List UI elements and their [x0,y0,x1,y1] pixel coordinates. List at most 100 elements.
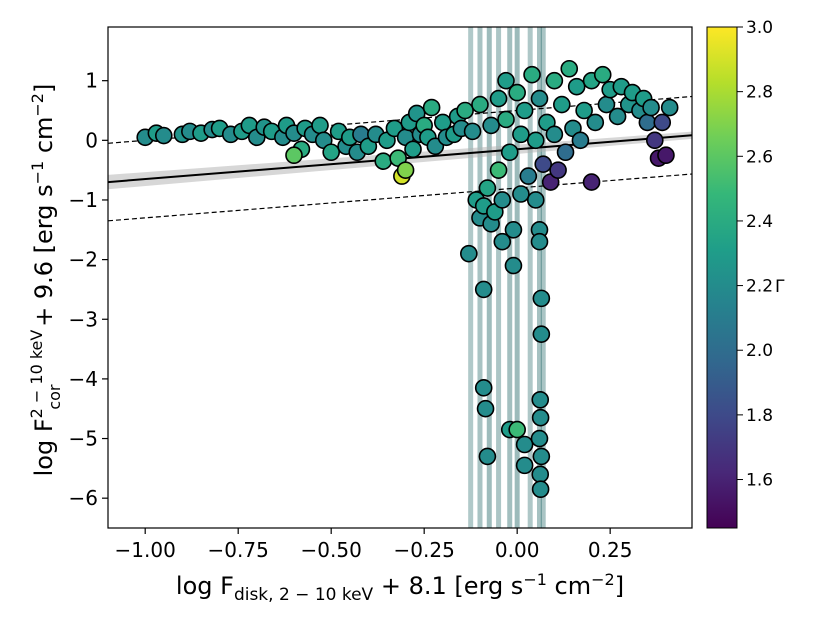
data-point [154,126,173,145]
data-point [471,95,489,114]
data-point [608,107,627,126]
x-axis-label-cm: cm [547,572,591,600]
data-point [497,110,515,129]
colorbar-tick-label: 2.6 [746,147,773,167]
data-point [531,408,550,427]
data-point [493,191,512,209]
x-tick-label: −0.75 [208,538,269,562]
data-point [523,65,541,84]
error-streak [527,27,533,528]
error-streak [477,27,483,528]
data-point [515,101,534,120]
data-point [560,59,579,78]
data-point [646,131,664,150]
data-point [285,146,303,165]
data-point [489,161,508,179]
colorbar-tick-label: 1.8 [746,406,773,426]
data-point [504,220,523,239]
x-axis-label: log Fdisk, 2 − 10 keV + 8.1 [erg s−1 cm−… [176,570,624,605]
data-point [515,456,534,475]
y-tick-label: −5 [69,427,98,451]
colorbar-tick-label: 2.8 [746,83,773,103]
data-point [500,143,519,162]
error-streak [514,27,520,528]
data-point [571,131,590,150]
data-point [567,77,586,96]
data-point [556,143,575,162]
y-tick-label: 0 [85,128,98,152]
data-point [657,146,675,165]
data-point [504,256,523,275]
data-point [519,167,538,185]
data-point [531,465,550,484]
y-axis-label-cm: cm [30,117,58,161]
data-points [136,59,679,499]
data-point [660,98,679,117]
data-point [374,152,393,170]
data-point [526,191,545,209]
data-point [478,179,497,197]
error-streak [486,27,492,528]
y-axis-label-sup2: −2 [28,93,47,117]
data-point [422,98,441,117]
error-streaks [468,27,546,528]
data-point [482,116,500,135]
y-axis-label-close: ] [30,84,58,93]
plot-area [108,27,692,528]
data-point [638,113,657,132]
y-axis-ticks: 1 0 −1 −2 −3 −4 −5 −6 [69,69,108,510]
data-point [586,113,605,132]
colorbar [706,26,738,529]
x-tick-label: −1.00 [115,538,176,562]
colorbar-tick-label: 1.6 [746,471,773,491]
x-tick-label: −0.50 [301,538,362,562]
error-streak [468,27,474,528]
data-point [582,173,601,191]
data-point [526,131,545,150]
data-point [530,232,549,251]
x-tick-label: 0.00 [495,538,540,562]
x-axis-label-sup1: −1 [523,570,547,589]
x-axis-label-rest: + 8.1 [erg s [373,572,523,600]
y-axis-label-log: log F [30,418,58,476]
colorbar-tick-label: 3.0 [746,18,773,38]
y-tick-label: −2 [69,248,98,272]
data-point [530,89,549,108]
data-point [642,98,660,117]
data-point [512,185,530,203]
colorbar-tick-label: 2.2 [746,277,773,297]
colorbar-tick-label: 2.4 [746,212,773,232]
data-point [532,325,551,343]
x-axis-label-sup2: −2 [591,570,615,589]
error-streak [507,27,513,528]
data-point [531,390,550,409]
data-point [311,116,329,135]
data-point [575,101,593,120]
data-point [534,155,553,173]
data-point [497,71,515,90]
error-streak [540,27,546,528]
colorbar-label: Γ [775,277,785,297]
y-tick-label: −1 [69,188,98,212]
data-point [553,95,571,114]
data-point [508,83,526,102]
y-axis-label-supsub: 2 − 10 keV [27,330,46,419]
data-point [493,232,512,251]
data-point [545,125,564,144]
data-point [396,161,415,179]
x-tick-label: −0.25 [394,538,455,562]
data-point [463,122,482,141]
colorbar-tick-label: 2.0 [746,341,773,361]
colorbar-ticks: 3.0 2.8 2.6 2.4 2.2 2.0 1.8 1.6 [737,18,773,491]
data-point [456,101,474,120]
y-axis-label: log F2 − 10 keVcor + 9.6 [erg s−1 cm−2] [27,84,64,477]
y-axis-label-cor: cor [45,384,64,410]
x-axis-label-log: log F [176,572,234,600]
data-point [549,161,567,179]
data-point [474,379,493,397]
data-point [489,89,508,108]
data-point [512,125,530,144]
data-point [593,65,612,84]
y-tick-label: −4 [69,367,98,391]
